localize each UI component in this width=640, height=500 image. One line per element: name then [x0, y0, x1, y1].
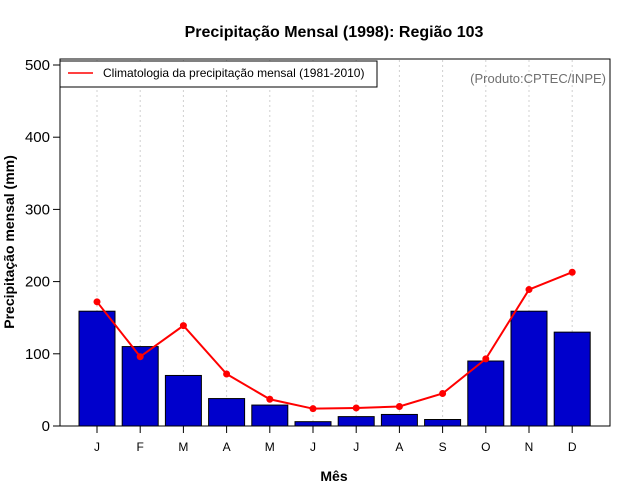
- legend-label: Climatologia da precipitação mensal (198…: [103, 66, 364, 80]
- climatology-point-6: [352, 404, 360, 412]
- x-tick-label: J: [94, 440, 100, 454]
- legend-box: [59, 60, 378, 88]
- y-tick-label: 0: [42, 418, 50, 435]
- climatology-point-10: [525, 286, 533, 294]
- x-tick-label: D: [568, 440, 577, 454]
- x-tick-label: N: [525, 440, 534, 454]
- bar-5: [294, 421, 332, 427]
- bar-10: [510, 310, 548, 427]
- y-tick-label: 100: [25, 346, 50, 363]
- climatology-point-8: [439, 390, 447, 398]
- x-tick-label: F: [137, 440, 144, 454]
- x-tick-label: O: [481, 440, 490, 454]
- climatology-point-7: [395, 403, 403, 411]
- y-tick-label: 400: [25, 129, 50, 146]
- climatology-series: [93, 268, 576, 413]
- plot-frame: [59, 58, 611, 427]
- climatology-point-11: [568, 268, 576, 276]
- bar-4: [251, 404, 289, 427]
- x-axis-title: Mês: [320, 468, 347, 484]
- climatology-point-2: [179, 322, 187, 330]
- bar-6: [337, 416, 375, 427]
- x-tick-label: A: [223, 440, 231, 454]
- y-axis: 0 100 200 300 400 500: [25, 57, 60, 435]
- climatology-point-3: [223, 370, 231, 378]
- bar-9: [467, 360, 505, 427]
- bar-8: [424, 419, 462, 427]
- y-axis-title: Precipitação mensal (mm): [1, 155, 17, 329]
- y-tick-label: 500: [25, 57, 50, 74]
- bar-7: [380, 413, 418, 427]
- x-tick-label: A: [395, 440, 403, 454]
- climatology-point-9: [482, 355, 490, 363]
- x-tick-label: M: [265, 440, 275, 454]
- climatology-point-5: [309, 405, 317, 413]
- climatology-line: [96, 271, 573, 410]
- climatology-point-1: [136, 353, 144, 361]
- chart-title: Precipitação Mensal (1998): Região 103: [185, 24, 484, 41]
- y-tick-label: 200: [25, 274, 50, 291]
- legend: Climatologia da precipitação mensal (198…: [59, 60, 378, 88]
- bar-11: [553, 331, 591, 427]
- y-tick-label: 300: [25, 201, 50, 218]
- credit-annotation: (Produto:CPTEC/INPE): [470, 71, 606, 86]
- climatology-point-4: [266, 395, 274, 403]
- climatology-point-0: [93, 298, 101, 306]
- x-tick-label: M: [178, 440, 188, 454]
- x-tick-label: S: [439, 440, 447, 454]
- bar-2: [164, 374, 202, 427]
- x-tick-label: J: [353, 440, 359, 454]
- x-tick-label: J: [310, 440, 316, 454]
- bar-0: [78, 310, 116, 427]
- bar-3: [208, 398, 246, 427]
